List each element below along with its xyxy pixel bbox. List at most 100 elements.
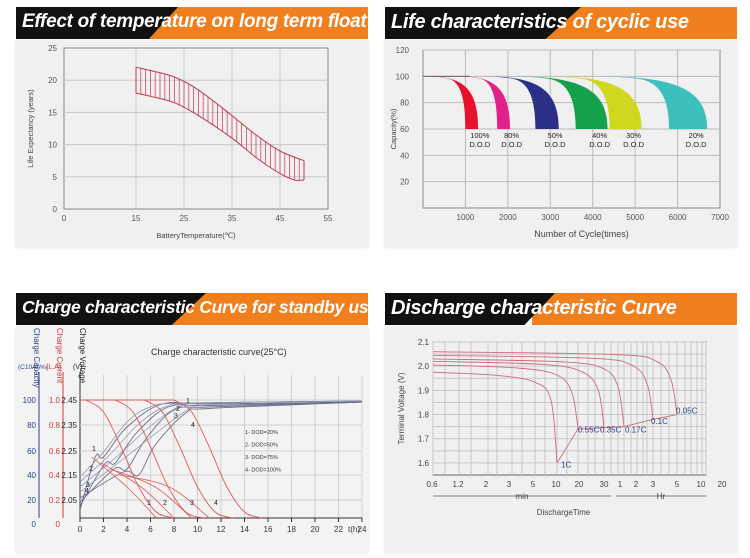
temp-xtick-label: 55 xyxy=(324,214,333,223)
temp-frame xyxy=(63,47,329,210)
discharge-curve-1C xyxy=(432,371,558,463)
temp-xtick-label: 35 xyxy=(228,214,237,223)
cyclic-xtick-label: 2000 xyxy=(499,213,517,222)
discharge-curve-0.55C xyxy=(432,364,579,430)
discharge-unit-min: min xyxy=(516,492,529,501)
charge-xtick-label: 20 xyxy=(311,525,320,534)
temp-ytick-label: 10 xyxy=(48,141,57,150)
cyclic-dod-label: D.O.D xyxy=(686,140,707,149)
discharge-xlabel: DischargeTime xyxy=(537,508,591,517)
charge-legend-item: 3- DOD=75% xyxy=(245,455,278,461)
cyclic-ytick-label: 60 xyxy=(400,125,409,134)
cyclic-ytick-label: 100 xyxy=(396,72,410,81)
charge-capacity-unit: (C10Ah%) xyxy=(18,364,48,371)
charge-capacity-tick: 100 xyxy=(23,396,37,405)
discharge-plot-area: 2.1 2.0 1.9 1.8 1.7 1.6 0.6 1.2 2 3 5 10 20 30 1 2 3 5 10 2… xyxy=(385,327,737,553)
cyclic-band-30pct xyxy=(547,76,642,129)
discharge-curve-0.35C xyxy=(432,360,605,428)
discharge-curve-0.17C xyxy=(432,358,625,427)
temp-ylabel: Life Expectancy (years) xyxy=(26,89,35,168)
temp-panel: Effect of temperature on long term float… xyxy=(16,7,368,247)
charge-current-curve-1 xyxy=(85,399,175,519)
charge-current-tail xyxy=(100,462,175,519)
temp-xlabel: BatteryTemperature(℃) xyxy=(156,231,236,240)
charge-voltage-curve-3 xyxy=(79,401,363,503)
charge-xtick-label: 18 xyxy=(287,525,296,534)
charge-current-tick: 0.2 xyxy=(49,496,61,505)
charge-xtick-label: 14 xyxy=(240,525,249,534)
charge-capacity-axis-label: Charge Capacity xyxy=(32,328,41,388)
discharge-ytick-label: 1.8 xyxy=(418,411,430,420)
cyclic-title: Life characteristics of cyclic use xyxy=(391,11,689,33)
cyclic-dod-label: D.O.D xyxy=(545,140,566,149)
cyclic-dod-label: D.O.D xyxy=(589,140,610,149)
charge-current-tail xyxy=(91,456,157,519)
discharge-ytick-label: 1.9 xyxy=(418,386,430,395)
temp-ytick-label: 20 xyxy=(48,76,57,85)
discharge-title: Discharge characteristic Curve xyxy=(391,297,677,319)
cyclic-xtick-label: 6000 xyxy=(669,213,687,222)
charge-curve-label-bottom: 4 xyxy=(214,500,218,507)
discharge-series-label-0.05C: 0.05C xyxy=(676,406,698,415)
charge-curve-label-4: 4 xyxy=(191,422,195,429)
charge-chart-title: Charge characteristic curve(25°C) xyxy=(151,347,287,357)
cyclic-ytick-label: 40 xyxy=(400,151,409,160)
charge-capacity-tick: 60 xyxy=(27,447,36,456)
temp-xtick-label: 0 xyxy=(62,214,67,223)
temp-ytick-label: 0 xyxy=(53,205,58,214)
charge-voltage-tick: 2.35 xyxy=(61,421,77,430)
charge-voltage-axis-label: Charge Voltage xyxy=(78,328,87,384)
discharge-cutoff-line xyxy=(556,414,678,464)
cyclic-dod-value: 40% xyxy=(592,131,607,140)
temp-lower-curve xyxy=(135,92,305,181)
cyclic-ylabel: Capacity(%) xyxy=(389,108,398,149)
discharge-chart: 2.1 2.0 1.9 1.8 1.7 1.6 0.6 1.2 2 3 5 10 20 30 1 2 3 5 10 2… xyxy=(397,338,727,517)
charge-xtick-label: 22 xyxy=(334,525,343,534)
temp-plot-area: 0 15 25 35 45 55 0 5 10 15 20 25 BatteryTemperature(… xyxy=(16,41,368,247)
charge-xtick-label: 8 xyxy=(172,525,177,534)
discharge-ytick-label: 2.0 xyxy=(418,362,430,371)
discharge-series-label-0.1C: 0.1C xyxy=(651,417,668,426)
cyclic-dod-value: 30% xyxy=(626,131,641,140)
cyclic-dod-label: D.O.D xyxy=(501,140,522,149)
charge-chart: Charge Capacity Charge Current Charge Volt… xyxy=(18,328,367,534)
discharge-ytick-label: 2.1 xyxy=(418,338,430,347)
cyclic-dod-label: D.O.D xyxy=(469,140,490,149)
charge-voltage-tick: 2.05 xyxy=(61,496,77,505)
cyclic-dod-value: 80% xyxy=(504,131,519,140)
temp-ytick-label: 25 xyxy=(48,44,57,53)
cyclic-xtick-label: 3000 xyxy=(541,213,559,222)
discharge-xtick-label: 1.2 xyxy=(452,480,464,489)
charge-legend-item: 1- DOD=20% xyxy=(245,430,278,436)
discharge-xtick-label: 10 xyxy=(697,480,706,489)
temp-header: Effect of temperature on long term float… xyxy=(16,7,368,39)
temp-title: Effect of temperature on long term float… xyxy=(22,11,368,32)
charge-current-tick: 0.8 xyxy=(49,421,61,430)
charge-voltage-tick: 2.45 xyxy=(61,396,77,405)
discharge-xtick-label: 3 xyxy=(651,480,656,489)
charge-curve-label-bottom: 3 xyxy=(190,500,194,507)
charge-voltage-tick: 2.15 xyxy=(61,471,77,480)
cyclic-xtick-label: 7000 xyxy=(711,213,729,222)
charge-panel: Charge characteristic Curve for standby … xyxy=(16,293,368,553)
discharge-xtick-label: 2 xyxy=(484,480,489,489)
charge-curve-label-2: 2 xyxy=(176,406,180,413)
charge-xtick-label: 12 xyxy=(217,525,226,534)
charge-capacity-tick: 40 xyxy=(27,471,36,480)
charge-curve-label-left: 1 xyxy=(92,446,96,453)
cyclic-ytick-label: 20 xyxy=(400,178,409,187)
discharge-xtick-label: 1 xyxy=(618,480,623,489)
charge-current-tick: 0.4 xyxy=(49,471,61,480)
cyclic-band-20pct xyxy=(598,76,708,129)
charge-current-tick: 1.0 xyxy=(49,396,61,405)
temp-ytick-label: 15 xyxy=(48,108,57,117)
cyclic-xlabel: Number of Cycle(times) xyxy=(534,229,629,239)
discharge-xtick-label: 2 xyxy=(634,480,639,489)
temp-xtick-label: 25 xyxy=(180,214,189,223)
charge-curve-label-left: 2 xyxy=(89,466,93,473)
charge-legend-item: 4- DOD=100% xyxy=(245,468,281,474)
charge-current-tail xyxy=(119,474,210,519)
cyclic-dod-label: D.O.D xyxy=(623,140,644,149)
discharge-series-label-0.35C: 0.35C xyxy=(600,426,622,435)
temp-xtick-label: 15 xyxy=(132,214,141,223)
